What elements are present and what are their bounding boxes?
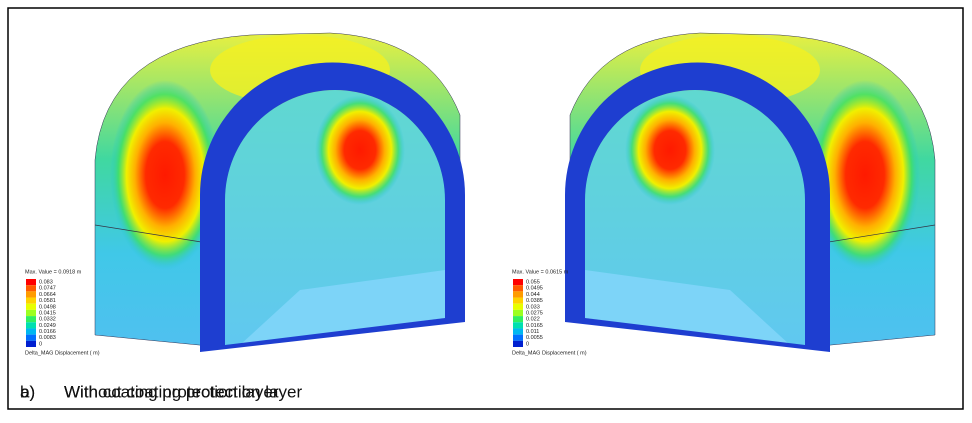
legend-swatch [513, 335, 523, 341]
legend-swatch [513, 298, 523, 304]
legend-swatch [26, 328, 36, 334]
legend-swatch [26, 279, 36, 285]
legend-value: 0.0083 [39, 335, 56, 341]
legend-value: 0.0664 [39, 292, 56, 298]
legend-swatch [513, 316, 523, 322]
figure: Max. Value = 0.0918 m0.0830.07470.06640.… [0, 0, 972, 418]
caption-label: b) [20, 382, 35, 401]
legend-value: 0.0166 [39, 329, 56, 335]
legend-value: 0.0385 [526, 298, 543, 304]
legend-swatch [513, 328, 523, 334]
legend-value: 0.0415 [39, 310, 56, 316]
legend-swatch [26, 322, 36, 328]
legend-value: 0.083 [39, 280, 53, 286]
legend-swatch [513, 291, 523, 297]
legend-max: Max. Value = 0.0615 m [512, 269, 569, 275]
legend-value: 0.0747 [39, 286, 56, 292]
legend-value: 0.022 [526, 317, 540, 323]
legend-swatch [513, 304, 523, 310]
legend-value: 0.011 [526, 329, 539, 335]
legend-value: 0.0581 [39, 298, 56, 304]
legend-swatch [26, 304, 36, 310]
legend-swatch [26, 298, 36, 304]
legend-value: 0 [526, 341, 529, 347]
legend-value: 0.055 [526, 280, 540, 286]
legend-value: 0.0498 [39, 304, 56, 310]
legend-value: 0.0055 [526, 335, 543, 341]
legend-value: 0.044 [526, 292, 540, 298]
legend-value: 0.033 [526, 304, 540, 310]
legend-swatch [513, 285, 523, 291]
legend-swatch [513, 310, 523, 316]
tunnel-model [565, 33, 935, 352]
legend-swatch [26, 341, 36, 347]
legend-value: 0.0495 [526, 286, 543, 292]
legend-value: 0.0249 [39, 323, 56, 329]
legend-swatch [26, 285, 36, 291]
caption-text: With coating protection layer [64, 382, 279, 401]
legend-quantity: Delta_MAG Displacement ( m) [25, 350, 100, 356]
legend-swatch [513, 279, 523, 285]
legend-swatch [513, 341, 523, 347]
legend-swatch [26, 291, 36, 297]
legend-value: 0.0165 [526, 323, 543, 329]
tunnel-model [95, 33, 465, 352]
legend-value: 0.0275 [526, 310, 543, 316]
legend-quantity: Delta_MAG Displacement ( m) [512, 350, 587, 356]
legend-swatch [26, 310, 36, 316]
legend-value: 0.0332 [39, 317, 56, 323]
legend-swatch [26, 316, 36, 322]
legend-max: Max. Value = 0.0918 m [25, 269, 82, 275]
legend-swatch [513, 322, 523, 328]
legend-swatch [26, 335, 36, 341]
legend-value: 0 [39, 341, 42, 347]
